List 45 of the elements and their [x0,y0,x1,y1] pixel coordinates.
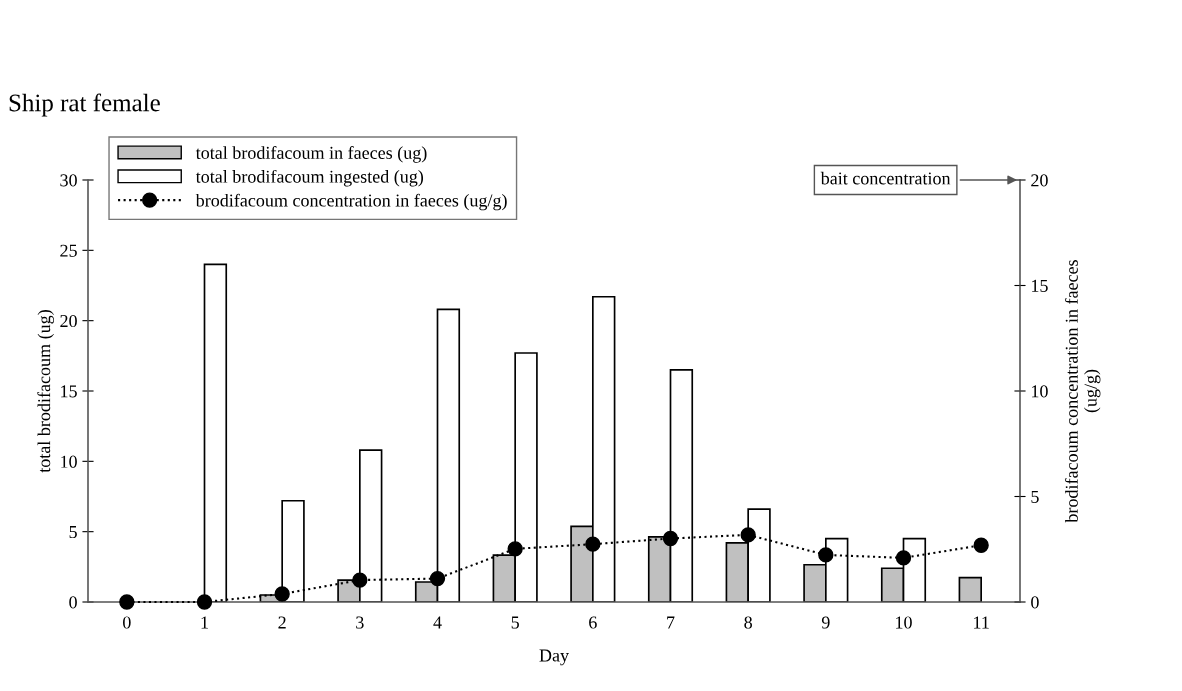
chart-title: Ship rat female [9,93,160,117]
y-axis-title: total brodifacoum (ug) [37,310,54,473]
annotation: bait concentration [820,171,951,185]
point [119,594,135,610]
y2-tick-label: 20 [1031,174,1048,187]
x-tick-label: 6 [589,616,597,629]
y-tick-label: 30 [60,174,77,187]
x-tick-label: 11 [974,616,989,629]
legend-label: total brodifacoum ingested (ug) [195,169,424,187]
y2-tick-label: 5 [1031,490,1039,503]
y-tick-label: 25 [60,244,77,257]
y-tick-label: 5 [69,526,77,539]
y2-tick-label: 10 [1032,385,1048,398]
x-tick-label: 8 [744,616,752,629]
point [973,537,989,553]
y2-tick-label: 0 [1031,596,1039,609]
point [818,547,834,563]
point [196,594,213,610]
legend-label: total brodifacoum in faeces (ug) [195,146,427,163]
x-tick-label: 7 [667,616,675,629]
y2-tick-label: 15 [1032,279,1048,292]
point [352,572,368,588]
y-tick-label: 20 [60,314,77,328]
point [895,550,912,566]
y-tick-label: 10 [61,455,77,468]
point [585,536,601,552]
point [507,541,523,557]
x-tick-label: 2 [278,616,286,629]
x-tick-label: 1 [201,616,208,629]
legend-label: brodifacoum concentration in faeces (ug/g) [195,193,507,211]
x-axis-title: Day [539,649,569,666]
point [274,586,290,602]
x-tick-label: 0 [123,616,131,629]
point [662,530,679,547]
x-tick-label: 4 [433,616,442,629]
y2-axis-title: brodifacoum concentration in faeces (ug/g) [1064,260,1101,523]
point [429,570,446,587]
x-tick-label: 5 [511,616,519,629]
x-tick-label: 3 [356,616,364,629]
y-tick-label: 15 [61,385,77,398]
x-tick-label: 9 [821,616,830,629]
bar [958,576,983,602]
point [740,527,756,543]
y-tick-label: 0 [69,596,77,609]
x-tick-label: 10 [896,616,912,629]
